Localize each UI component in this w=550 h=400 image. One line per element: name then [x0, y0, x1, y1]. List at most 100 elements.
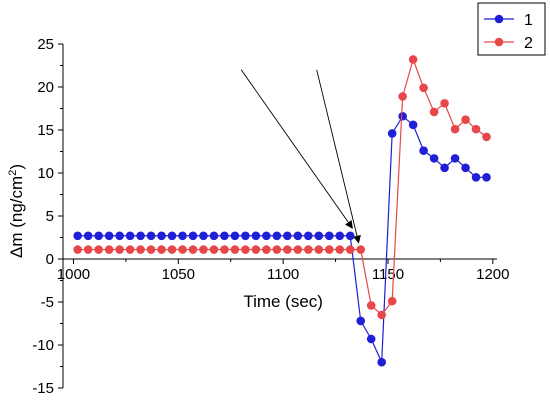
data-point	[345, 231, 355, 241]
legend-box	[477, 2, 546, 56]
data-point	[398, 92, 407, 101]
y-tick-label: 20	[37, 79, 54, 96]
x-tick-label: 1100	[267, 266, 299, 283]
data-point	[220, 231, 229, 241]
data-point	[450, 124, 460, 134]
data-point	[408, 55, 418, 64]
data-point	[230, 245, 240, 254]
y-tick-label: -10	[32, 337, 54, 354]
data-point	[104, 245, 114, 254]
data-point	[241, 231, 250, 241]
annotation-arrow	[316, 69, 361, 244]
y-tick-label: 25	[37, 36, 54, 53]
data-point	[419, 83, 428, 93]
data-point	[251, 231, 261, 241]
data-point	[209, 245, 219, 254]
data-point	[314, 231, 324, 241]
data-point	[408, 120, 418, 130]
data-point	[419, 146, 428, 155]
data-point	[356, 245, 366, 254]
data-point	[272, 245, 282, 254]
data-point	[136, 245, 145, 254]
series-line-1	[77, 115, 487, 363]
y-axis-title: Δm (ng/cm2)	[7, 164, 26, 258]
data-point	[314, 245, 324, 254]
data-point	[83, 231, 93, 241]
data-point	[157, 231, 166, 241]
data-point	[188, 231, 198, 241]
data-point	[178, 245, 187, 254]
legend-marker-1	[494, 14, 504, 24]
data-point	[83, 245, 93, 254]
data-point	[471, 124, 481, 134]
data-point	[482, 173, 491, 182]
data-point	[304, 231, 313, 241]
data-point	[230, 231, 240, 241]
data-point	[125, 231, 135, 241]
data-point	[398, 111, 407, 121]
data-point	[440, 163, 449, 173]
data-point	[366, 301, 376, 310]
legend-label-2: 2	[524, 35, 533, 52]
data-point	[251, 245, 261, 254]
data-point	[366, 334, 376, 344]
x-axis-title: Time (sec)	[243, 292, 323, 311]
data-point	[283, 231, 292, 241]
data-point	[136, 231, 145, 241]
data-point	[335, 231, 345, 241]
data-point	[293, 231, 303, 241]
annotation-arrow	[240, 69, 353, 229]
y-tick-label: -15	[32, 380, 54, 397]
data-point	[429, 154, 439, 163]
data-point	[450, 154, 460, 163]
data-point	[272, 231, 282, 241]
data-point	[167, 231, 177, 241]
legend: 12	[477, 2, 546, 56]
data-point	[440, 99, 449, 108]
y-tick-label: 5	[46, 208, 54, 225]
y-tick-label: 15	[37, 122, 54, 139]
data-point	[324, 231, 334, 241]
x-tick-label: 1000	[57, 266, 90, 283]
data-point	[377, 310, 386, 320]
data-point	[387, 129, 397, 138]
data-point	[283, 245, 292, 254]
x-tick-label: 1150	[372, 266, 404, 283]
data-point	[345, 245, 355, 254]
data-point	[377, 357, 386, 367]
data-point	[324, 245, 334, 254]
data-point	[178, 231, 187, 241]
x-tick-label: 1200	[476, 266, 509, 283]
data-point	[115, 231, 124, 241]
data-point	[146, 231, 156, 241]
data-point	[157, 245, 166, 254]
data-point	[293, 245, 303, 254]
data-point	[125, 245, 135, 254]
data-point	[94, 245, 103, 254]
data-point	[73, 231, 82, 241]
data-point	[94, 231, 103, 241]
plot-series	[73, 55, 491, 367]
data-point	[429, 107, 439, 117]
data-point	[471, 173, 481, 182]
series-2	[73, 55, 491, 320]
data-point	[241, 245, 250, 254]
legend-marker-2	[494, 37, 504, 47]
y-tick-label: -5	[41, 294, 54, 311]
axes: -15 -10 -5 0 5 10 15 20 25 1000 1050 1100 1150 1200	[32, 36, 509, 397]
data-point	[304, 245, 313, 254]
series-1	[73, 111, 491, 367]
legend-label-1: 1	[524, 12, 533, 29]
data-point	[115, 245, 124, 254]
data-point	[73, 245, 82, 254]
data-point	[461, 163, 470, 173]
data-point	[146, 245, 156, 254]
data-point	[199, 245, 208, 254]
data-point	[461, 115, 470, 124]
y-axis-title-base: Δm (ng/cm	[7, 176, 26, 258]
data-point	[387, 296, 397, 306]
data-point	[199, 231, 208, 241]
y-axis-title-sup: 2	[7, 170, 19, 176]
data-point	[335, 245, 345, 254]
